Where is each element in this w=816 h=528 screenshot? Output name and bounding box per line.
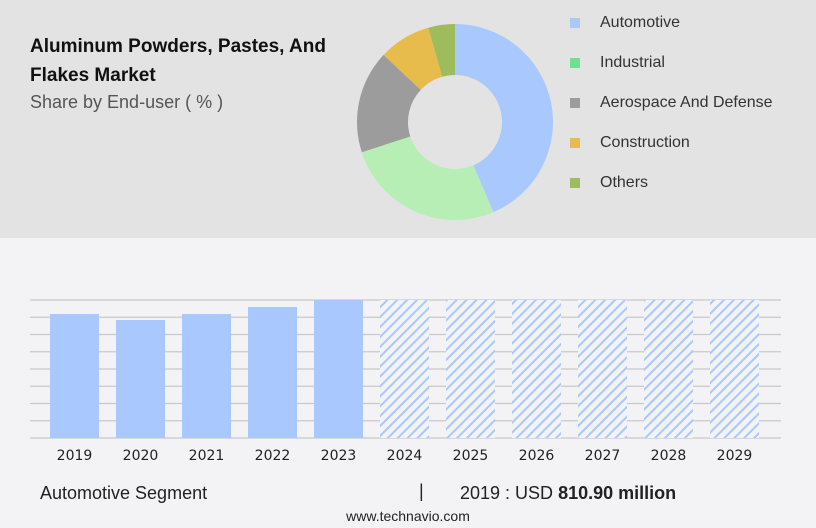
x-tick-label: 2021: [189, 448, 225, 464]
chart-title: Aluminum Powders, Pastes, And Flakes Mar…: [30, 36, 326, 86]
legend-item: Construction: [570, 134, 690, 152]
bar-2029: [710, 300, 759, 438]
x-tick-label: 2027: [585, 448, 621, 464]
legend-swatch: [570, 98, 580, 108]
bar-2019: [50, 314, 99, 438]
bar-2025: [446, 300, 495, 438]
donut-slice-industrial: [361, 136, 494, 220]
footer-separator: |: [419, 481, 424, 501]
footer-segment: Automotive Segment: [40, 483, 208, 503]
x-tick-label: 2029: [717, 448, 753, 464]
bar-2024: [380, 300, 429, 438]
site-url: www.technavio.com: [346, 508, 470, 524]
legend-item: Aerospace And Defense: [570, 94, 773, 112]
bar-chart: 2019 2020 2021 2022 2023 2024 2025 2026 2027 2028…: [30, 299, 781, 464]
footer-value: 2019 : USD 810.90 million: [460, 483, 676, 504]
legend-label: Others: [600, 174, 649, 191]
legend-swatch: [570, 18, 580, 28]
legend-item: Automotive: [570, 14, 680, 32]
bar-2028: [644, 300, 693, 438]
donut-slice-construction: [383, 27, 443, 90]
legend-swatch: [570, 138, 580, 148]
bar-2020: [116, 320, 165, 438]
x-tick-label: 2022: [255, 448, 291, 464]
bar-2023: [314, 300, 363, 438]
x-tick-label: 2020: [123, 448, 159, 464]
legend-swatch: [570, 178, 580, 188]
donut-chart: [357, 24, 553, 220]
legend-label: Construction: [600, 134, 690, 151]
x-tick-label: 2028: [651, 448, 687, 464]
bar-2021: [182, 314, 231, 438]
footer-value-amount: 810.90 million: [558, 483, 677, 503]
donut-slice-others: [428, 24, 455, 77]
legend-item: Others: [570, 174, 648, 192]
x-tick-label: 2024: [387, 448, 423, 464]
footer-value-prefix: 2019 : USD: [460, 483, 554, 503]
chart-subtitle: Share by End-user ( % ): [30, 92, 224, 112]
donut-slice-automotive: [455, 24, 553, 213]
legend-label: Automotive: [600, 14, 681, 31]
x-tick-label: 2026: [519, 448, 555, 464]
x-tick-label: 2019: [57, 448, 93, 464]
legend-item: Industrial: [570, 54, 665, 72]
donut-slice-aerospace-and-defense: [357, 54, 421, 153]
x-tick-label: 2025: [453, 448, 489, 464]
bar-2022: [248, 307, 297, 438]
x-tick-label: 2023: [321, 448, 357, 464]
legend-swatch: [570, 58, 580, 68]
legend-label: Aerospace And Defense: [600, 94, 773, 111]
legend-label: Industrial: [600, 54, 665, 71]
bar-2026: [512, 300, 561, 438]
bar-2027: [578, 300, 627, 438]
